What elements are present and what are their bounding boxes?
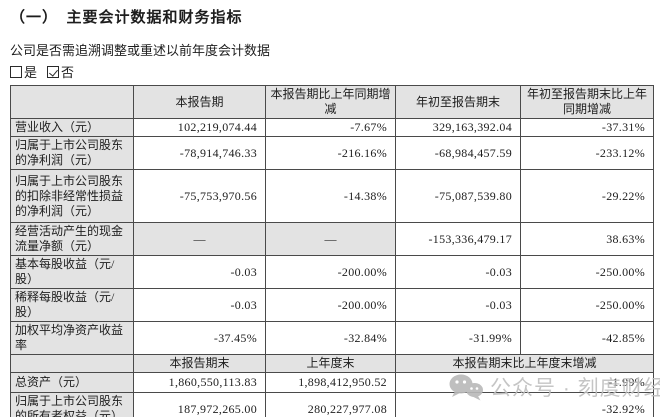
table-cell: -14.38% [265,169,396,223]
option-yes: 是 [10,65,37,80]
table-cell: -0.03 [133,288,266,322]
table-row: 归属于上市公司股东的扣除非经常性损益的净利润（元） -75,753,970.56… [10,169,654,223]
table-cell: -32.84% [265,321,396,355]
table-cell: -0.03 [395,288,521,322]
table-cell: -42.85% [520,321,654,355]
table-row: 基本每股收益（元/股） -0.03 -200.00% -0.03 -250.00… [10,255,654,289]
table-cell: -37.31% [520,118,654,137]
table-cell: -68,984,457.59 [395,136,521,170]
table-cell: -153,336,479.17 [395,222,521,256]
row-label: 基本每股收益（元/股） [10,255,134,289]
header-cell: 年初至报告期末比上年同期增减 [520,85,654,119]
option-yes-label: 是 [24,65,38,80]
header-cell-empty [10,354,134,373]
checkbox-unchecked-icon [10,66,22,78]
table-cell: 1,898,412,950.52 [265,372,396,393]
table-header-row: 本报告期 本报告期比上年同期增减 年初至报告期末 年初至报告期末比上年同期增减 [10,85,654,119]
table-cell: -233.12% [520,136,654,170]
header-cell: 上年度末 [265,354,396,373]
table-row: 加权平均净资产收益率 -37.45% -32.84% -31.99% -42.8… [10,321,654,355]
option-no: 否 [47,65,74,80]
table-cell: -250.00% [520,288,654,322]
section-title: （一） 主要会计数据和财务指标 [10,9,243,26]
table-cell: -7.67% [265,118,396,137]
table-cell: — [265,222,396,256]
row-label: 经营活动产生的现金流量净额（元） [10,222,134,256]
header-cell-empty [10,85,134,119]
restatement-answer: 是否 [10,62,84,81]
table-cell: -75,087,539.80 [395,169,521,223]
header-cell: 本报告期比上年同期增减 [265,85,396,119]
table-row: 营业收入（元） 102,219,074.44 -7.67% 329,163,39… [10,118,654,137]
header-cell: 本报告期末比上年度末增减 [395,354,654,373]
table-cell: -32.92% [395,392,654,417]
header-cell: 年初至报告期末 [395,85,521,119]
table-cell: -1.99% [395,372,654,393]
table-row: 总资产（元） 1,860,550,113.83 1,898,412,950.52… [10,372,654,393]
table-cell: -29.22% [520,169,654,223]
table-cell: -31.99% [395,321,521,355]
row-label: 加权平均净资产收益率 [10,321,134,355]
table-cell: -0.03 [133,255,266,289]
table-row: 稀释每股收益（元/股） -0.03 -200.00% -0.03 -250.00… [10,288,654,322]
row-label: 归属于上市公司股东的所有者权益（元） [10,392,134,417]
table-cell: -250.00% [520,255,654,289]
checkbox-checked-icon [47,66,60,78]
row-label: 总资产（元） [10,372,134,393]
table-cell: 329,163,392.04 [395,118,521,137]
header-cell: 本报告期 [133,85,266,119]
option-no-label: 否 [61,65,75,80]
row-label: 归属于上市公司股东的净利润（元） [10,136,134,170]
table-cell: — [133,222,266,256]
table-row: 归属于上市公司股东的所有者权益（元） 187,972,265.00 280,22… [10,392,654,417]
row-label: 稀释每股收益（元/股） [10,288,134,322]
restatement-question: 公司是否需追溯调整或重述以前年度会计数据 [10,43,271,58]
table-cell: 187,972,265.00 [133,392,266,417]
table-cell: -78,914,746.33 [133,136,266,170]
table-row: 经营活动产生的现金流量净额（元） — — -153,336,479.17 38.… [10,222,654,256]
table-row: 归属于上市公司股东的净利润（元） -78,914,746.33 -216.16%… [10,136,654,170]
table-cell: 102,219,074.44 [133,118,266,137]
financial-indicators-table: 本报告期 本报告期比上年同期增减 年初至报告期末 年初至报告期末比上年同期增减 … [10,85,654,417]
row-label: 归属于上市公司股东的扣除非经常性损益的净利润（元） [10,169,134,223]
table-cell: -75,753,970.56 [133,169,266,223]
table-cell: -200.00% [265,288,396,322]
table-cell: -200.00% [265,255,396,289]
table-cell: -37.45% [133,321,266,355]
table-cell: -216.16% [265,136,396,170]
row-label: 营业收入（元） [10,118,134,137]
table-cell: 38.63% [520,222,654,256]
table-cell: -0.03 [395,255,521,289]
summary-header-row: 本报告期末 上年度末 本报告期末比上年度末增减 [10,354,654,373]
table-cell: 280,227,977.08 [265,392,396,417]
table-cell: 1,860,550,113.83 [133,372,266,393]
header-cell: 本报告期末 [133,354,266,373]
